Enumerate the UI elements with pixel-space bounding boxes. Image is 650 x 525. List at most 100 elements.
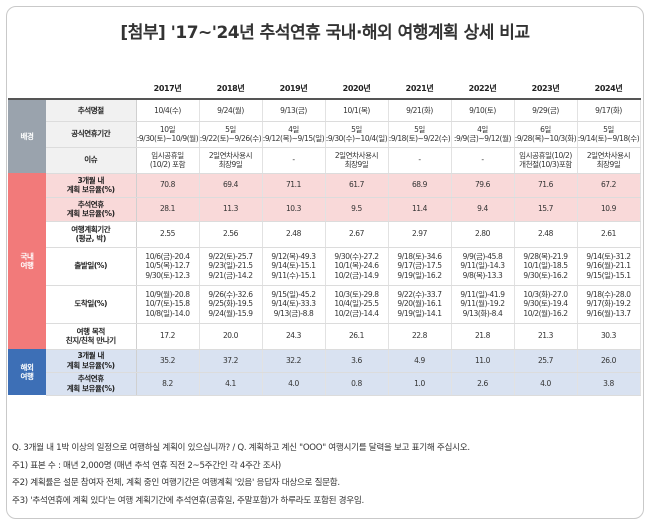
table-cell: 61.7 [325,173,389,198]
table-cell: 10/1(목) [325,99,389,122]
table-cell: 35.2 [136,349,200,373]
table-cell: 0.8 [325,372,389,396]
table-cell: 4.0 [262,372,326,396]
table-cell: 9/22(토)-25.7 9/23(일)-21.5 9/21(금)-14.2 [199,247,263,286]
table-cell: - [388,147,452,174]
table-row: 여행 목적 친지/친척 만나기 17.2 20.0 24.3 26.1 22.8 21.8 2… [8,323,641,350]
table-cell: 2.80 [451,221,515,248]
row-label: 이슈 [46,147,137,174]
footnote: 주2) 계획률은 설문 참여자 전체, 계획 중인 여행기간은 여행계획 '있음… [12,478,340,488]
year-header: 2022년 [451,80,514,100]
year-header: 2020년 [325,80,388,100]
row-label: 3개월 내 계획 보유율(%) [46,173,137,198]
table-cell: 26.0 [577,349,641,373]
row-label: 추석명절 [46,99,137,122]
table-cell: 9/21(화) [388,99,452,122]
table-cell: 69.4 [199,173,263,198]
table-cell: 10.9 [577,197,641,222]
page-title: [첨부] '17~'24년 추석연휴 국내·해외 여행계획 상세 비교 [120,23,530,43]
table-cell: 임시공휴일 (10/2) 포함 [136,147,200,174]
table-cell: 10.3 [262,197,326,222]
table-cell: 6일 :9/28(목)~10/3(화) [514,121,578,148]
table-cell: 2.55 [136,221,200,248]
table-cell: 9/17(화) [577,99,641,122]
table-cell: 24.3 [262,323,326,350]
table-cell: 9/9(금)-45.8 9/11(일)-14.3 9/8(목)-13.3 [451,247,515,286]
table-cell: 9/26(수)-32.6 9/25(화)-19.5 9/24(월)-15.9 [199,285,263,324]
table-cell: 9.5 [325,197,389,222]
table-cell: 9/18(수)-28.0 9/17(화)-19.2 9/16(월)-13.7 [577,285,641,324]
table-row: 이슈 임시공휴일 (10/2) 포함 2일연차사용시 최장9일 -2일연차사용시 최장… [8,147,641,174]
table-cell: 9/24(월) [199,99,263,122]
table-row: 여행계획기간 (평균, 박) 2.55 2.56 2.48 2.67 2.97 2.80 2.… [8,221,641,248]
category-domestic: 국내 여행 [8,173,46,349]
table-cell: 9/22(수)-33.7 9/20(월)-16.1 9/19(일)-14.1 [388,285,452,324]
footnote: Q. 3개월 내 1박 이상의 일정으로 여행하실 계획이 있으십니까? / Q… [12,443,470,453]
table-cell: 5일 :9/22(토)~9/26(수) [199,121,263,148]
footnote: 주1) 표본 수 : 매년 2,000명 (매년 추석 연휴 직전 2~5주간인… [12,460,281,471]
table-cell: 71.1 [262,173,326,198]
table-cell: 2.48 [262,221,326,248]
header-row: 2017년 2018년 2019년 2020년 2021년 2022년 2023… [8,80,640,100]
table-cell: 22.8 [388,323,452,350]
table-cell: 4일 :9/9(금)~9/12(월) [451,121,515,148]
table-cell: 9/28(목)-21.9 10/1(일)-18.5 9/30(토)-16.2 [514,247,578,286]
row-label: 추석연휴 계획 보유율(%) [46,197,137,222]
year-header: 2017년 [136,80,199,100]
table-cell: 15.7 [514,197,578,222]
table-cell: 4.9 [388,349,452,373]
footnotes: Q. 3개월 내 1박 이상의 일정으로 여행하실 계획이 있으십니까? / Q… [12,440,638,510]
table-cell: 25.7 [514,349,578,373]
table-row: 해외 여행 3개월 내 계획 보유율(%) 35.2 37.2 32.2 3.6 4.9 11… [8,349,641,395]
table-cell: 5일 :9/14(토)~9/18(수) [577,121,641,148]
row-label: 도착일(%) [46,285,137,324]
table-cell: 37.2 [199,349,263,373]
table-cell: 20.0 [199,323,263,350]
table-cell: 32.2 [262,349,326,373]
table-cell: - [262,147,326,174]
table-cell: 2일연차사용시 최장9일 [577,147,641,174]
table-cell: 8.2 [136,372,200,396]
table-cell: 21.8 [451,323,515,350]
table-cell: 9/18(토)-34.6 9/17(금)-17.5 9/19(일)-16.2 [388,247,452,286]
table-row: 출발일(%) 10/6(금)-20.4 10/5(목)-12.7 9/30(토)-… [8,247,641,286]
table-cell: 70.8 [136,173,200,198]
table-cell: 10/3(화)-27.0 9/30(토)-19.4 10/2(월)-16.2 [514,285,578,324]
table-cell: 10일 :9/30(토)~10/9(월) [136,121,200,148]
row-label: 추석연휴 계획 보유율(%) [46,372,137,396]
table-cell: 2.97 [388,221,452,248]
table-cell: 17.2 [136,323,200,350]
year-header: 2018년 [199,80,262,100]
table-cell: 1.0 [388,372,452,396]
table-cell: 28.1 [136,197,200,222]
table-cell: 임시공휴일(10/2) 개천절(10/3)포함 [514,147,578,174]
table-cell: 4일 :9/12(목)~9/15(일) [262,121,326,148]
category-background: 배경 [8,99,46,173]
table-cell: 9/10(토) [451,99,515,122]
table-cell: 10/3(토)-29.8 10/4(일)-25.5 10/2(금)-14.4 [325,285,389,324]
table-cell: 2일연차사용시 최장9일 [325,147,389,174]
table-cell: 11.4 [388,197,452,222]
comparison-table: 2017년 2018년 2019년 2020년 2021년 2022년 2023… [8,80,641,396]
year-header: 2021년 [388,80,451,100]
table-cell: 3.8 [577,372,641,396]
row-label: 여행계획기간 (평균, 박) [46,221,137,248]
table-cell: 9/29(금) [514,99,578,122]
year-header: 2024년 [577,80,640,100]
table-cell: 30.3 [577,323,641,350]
table-cell: 2.48 [514,221,578,248]
table-cell: 10/9(월)-20.8 10/7(토)-15.8 10/8(일)-14.0 [136,285,200,324]
table-row: 도착일(%) 10/9(월)-20.8 10/7(토)-15.8 10/8(일)-… [8,285,641,324]
table-cell: - [451,147,515,174]
table-cell: 67.2 [577,173,641,198]
table-cell: 5일 :9/30(수)~10/4(일) [325,121,389,148]
table-cell: 10/6(금)-20.4 10/5(목)-12.7 9/30(토)-12.3 [136,247,200,286]
table-cell: 2.67 [325,221,389,248]
table-cell: 11.0 [451,349,515,373]
table-cell: 11.3 [199,197,263,222]
table-cell: 3.6 [325,349,389,373]
footnote: 주3) '추석연휴에 계획 있다'는 여행 계획기간에 추석연휴(공휴일, 주말… [12,495,364,506]
table-cell: 26.1 [325,323,389,350]
table-cell: 2.61 [577,221,641,248]
table-cell: 4.0 [514,372,578,396]
